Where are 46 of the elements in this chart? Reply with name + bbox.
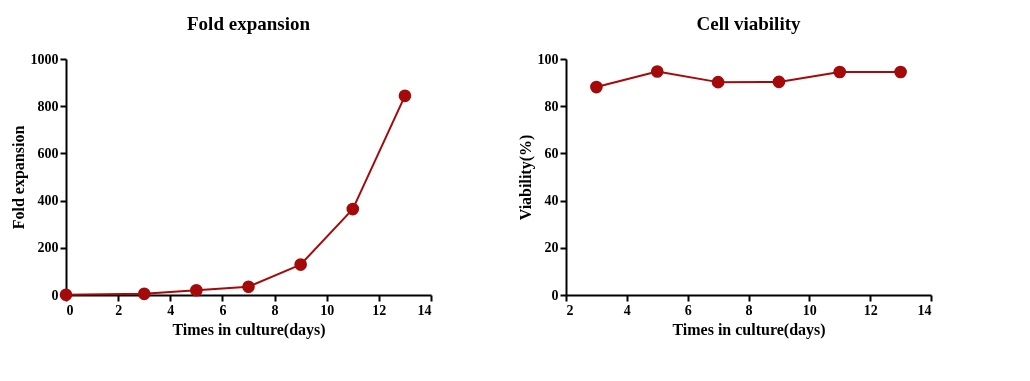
- x-tick-label: 10: [802, 302, 817, 318]
- y-tick-label: 40: [544, 193, 559, 209]
- x-tick-label: 6: [219, 302, 227, 318]
- y-tick-label: 100: [537, 51, 559, 67]
- point: [242, 280, 255, 294]
- x-tick-label: 2: [566, 302, 574, 318]
- x-tick-label: 8: [271, 302, 279, 318]
- x-tick-label: 4: [167, 302, 175, 318]
- x-axis-title: Times in culture(days): [672, 320, 826, 339]
- y-tick-label: 800: [37, 98, 59, 114]
- x-tick-label: 12: [863, 302, 878, 318]
- x-tick-label: 2: [115, 302, 123, 318]
- x-axis-title: Times in culture(days): [172, 320, 326, 339]
- point: [772, 75, 786, 89]
- y-tick-label: 1000: [30, 51, 59, 67]
- y-tick-label: 60: [544, 145, 559, 161]
- x-tick-label: 0: [66, 302, 74, 318]
- y-tick-label: 0: [51, 287, 59, 303]
- point: [833, 65, 847, 79]
- point: [398, 89, 412, 103]
- point: [190, 283, 203, 297]
- x-tick-label: 6: [684, 302, 692, 318]
- y-axis-title: Fold expansion: [9, 125, 28, 230]
- y-tick-label: 80: [544, 98, 559, 114]
- point: [294, 258, 307, 271]
- chart-title: Cell viability: [696, 13, 801, 34]
- point: [650, 65, 664, 78]
- point: [346, 202, 360, 216]
- x-tick-label: 14: [417, 302, 432, 318]
- point: [894, 65, 907, 79]
- x-tick-label: 4: [623, 302, 631, 318]
- y-tick-label: 400: [37, 193, 59, 209]
- y-tick-label: 600: [37, 145, 59, 161]
- point: [137, 287, 151, 301]
- x-tick-label: 10: [320, 302, 335, 318]
- point: [590, 80, 603, 94]
- y-tick-label: 0: [551, 287, 559, 303]
- y-tick-label: 20: [544, 240, 559, 256]
- point: [59, 288, 73, 302]
- chart-title: Fold expansion: [186, 13, 311, 34]
- y-tick-label: 200: [37, 240, 59, 256]
- x-tick-label: 12: [372, 302, 387, 318]
- point: [711, 75, 725, 89]
- y-axis-title: Viability(%): [516, 134, 535, 221]
- x-tick-label: 8: [745, 302, 753, 318]
- x-tick-label: 14: [917, 302, 932, 318]
